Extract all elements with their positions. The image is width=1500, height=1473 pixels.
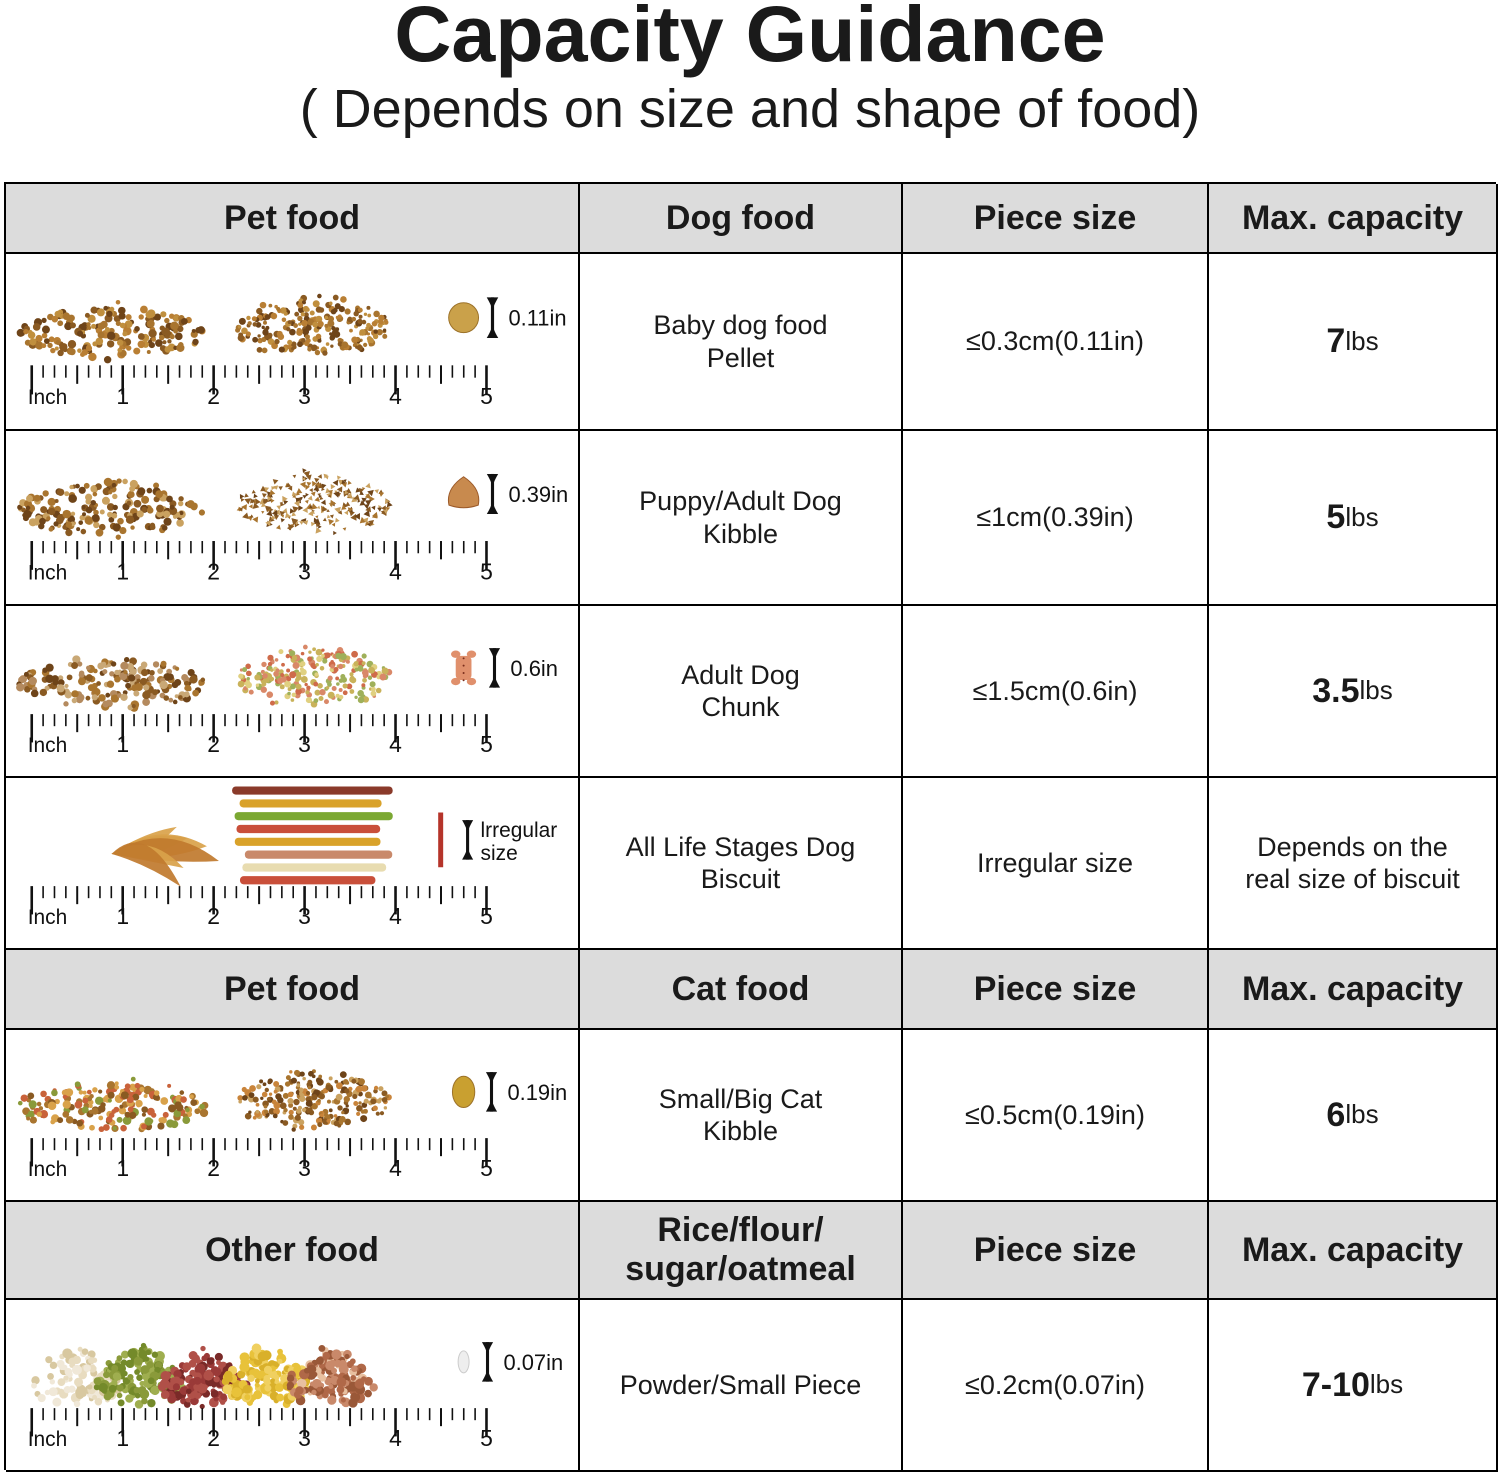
svg-text:2: 2 (207, 731, 220, 757)
svg-text:3: 3 (298, 558, 311, 584)
svg-text:2: 2 (207, 558, 220, 584)
svg-text:5: 5 (480, 1425, 493, 1451)
svg-text:lrregular: lrregular (481, 819, 558, 842)
svg-text:1: 1 (116, 731, 129, 757)
svg-text:Inch: Inch (28, 1428, 68, 1451)
svg-text:4: 4 (389, 558, 402, 584)
svg-text:0.07in: 0.07in (503, 1350, 563, 1375)
svg-text:1: 1 (116, 903, 129, 929)
svg-text:1: 1 (116, 1155, 129, 1181)
svg-text:2: 2 (207, 903, 220, 929)
svg-text:Inch: Inch (28, 386, 68, 409)
svg-text:1: 1 (116, 558, 129, 584)
svg-text:4: 4 (389, 903, 402, 929)
svg-text:size: size (481, 842, 518, 865)
svg-text:2: 2 (207, 1425, 220, 1451)
svg-text:5: 5 (480, 558, 493, 584)
svg-text:4: 4 (389, 731, 402, 757)
svg-text:Inch: Inch (28, 906, 68, 929)
svg-text:0.6in: 0.6in (510, 656, 558, 681)
svg-text:4: 4 (389, 1425, 402, 1451)
svg-text:0.19in: 0.19in (507, 1080, 567, 1105)
svg-text:3: 3 (298, 383, 311, 409)
svg-text:0.39in: 0.39in (508, 482, 568, 507)
svg-text:4: 4 (389, 383, 402, 409)
svg-text:Inch: Inch (28, 1158, 68, 1181)
svg-text:1: 1 (116, 383, 129, 409)
svg-text:3: 3 (298, 731, 311, 757)
svg-text:Inch: Inch (28, 561, 68, 584)
svg-text:5: 5 (480, 903, 493, 929)
svg-text:4: 4 (389, 1155, 402, 1181)
svg-text:Inch: Inch (28, 734, 68, 757)
svg-text:3: 3 (298, 903, 311, 929)
svg-text:2: 2 (207, 383, 220, 409)
svg-text:2: 2 (207, 1155, 220, 1181)
svg-text:5: 5 (480, 383, 493, 409)
svg-text:3: 3 (298, 1425, 311, 1451)
svg-text:5: 5 (480, 731, 493, 757)
svg-text:0.11in: 0.11in (508, 306, 566, 331)
svg-text:3: 3 (298, 1155, 311, 1181)
svg-text:5: 5 (480, 1155, 493, 1181)
svg-text:1: 1 (116, 1425, 129, 1451)
